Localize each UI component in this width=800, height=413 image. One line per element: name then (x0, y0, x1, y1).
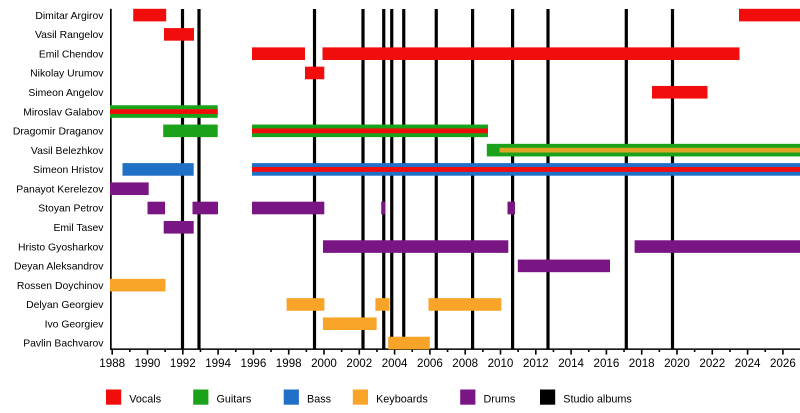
svg-text:2024: 2024 (735, 357, 761, 370)
svg-text:2016: 2016 (594, 357, 620, 370)
svg-text:Guitars: Guitars (217, 394, 252, 406)
svg-text:1994: 1994 (205, 357, 231, 370)
svg-text:2022: 2022 (699, 357, 725, 370)
svg-text:1996: 1996 (241, 357, 267, 370)
svg-text:Bass: Bass (307, 394, 332, 406)
svg-text:Pavlin Bachvarov: Pavlin Bachvarov (23, 339, 104, 350)
svg-text:2006: 2006 (417, 357, 443, 370)
svg-text:2012: 2012 (523, 357, 549, 370)
svg-text:Emil Tasev: Emil Tasev (53, 223, 104, 234)
svg-text:1998: 1998 (276, 357, 302, 370)
svg-text:Ivo Georgiev: Ivo Georgiev (45, 319, 105, 330)
svg-text:2004: 2004 (382, 357, 408, 370)
svg-text:2008: 2008 (452, 357, 478, 370)
svg-text:Vasil Belezhkov: Vasil Belezhkov (31, 146, 104, 157)
svg-text:2026: 2026 (770, 357, 796, 370)
svg-text:2014: 2014 (558, 357, 584, 370)
svg-text:Emil Chendov: Emil Chendov (39, 49, 104, 60)
svg-text:Miroslav Galabov: Miroslav Galabov (23, 107, 104, 118)
svg-text:Vocals: Vocals (129, 394, 161, 406)
svg-text:2000: 2000 (311, 357, 337, 370)
svg-text:Delyan Georgiev: Delyan Georgiev (26, 300, 104, 311)
svg-text:1992: 1992 (170, 357, 196, 370)
svg-text:2020: 2020 (664, 357, 690, 370)
svg-text:Studio albums: Studio albums (563, 394, 632, 406)
svg-text:Simeon Hristov: Simeon Hristov (33, 165, 104, 176)
svg-text:Keyboards: Keyboards (376, 394, 428, 406)
svg-text:2002: 2002 (346, 357, 372, 370)
svg-text:1990: 1990 (135, 357, 161, 370)
svg-text:2010: 2010 (488, 357, 514, 370)
svg-text:Dragomir Draganov: Dragomir Draganov (13, 127, 104, 138)
svg-text:Vasil Rangelov: Vasil Rangelov (35, 30, 104, 41)
svg-text:Deyan Aleksandrov: Deyan Aleksandrov (14, 262, 104, 273)
svg-text:Dimitar Argirov: Dimitar Argirov (35, 11, 104, 22)
svg-text:Simeon Angelov: Simeon Angelov (28, 88, 104, 99)
svg-text:Hristo Gyosharkov: Hristo Gyosharkov (18, 242, 104, 253)
svg-text:2018: 2018 (629, 357, 655, 370)
svg-text:Nikolay Urumov: Nikolay Urumov (30, 69, 104, 80)
svg-text:Panayot Kerelezov: Panayot Kerelezov (16, 184, 104, 195)
svg-text:Drums: Drums (484, 394, 516, 406)
svg-text:Rossen Doychinov: Rossen Doychinov (17, 281, 104, 292)
svg-text:Stoyan Petrov: Stoyan Petrov (38, 204, 104, 215)
svg-text:1988: 1988 (99, 357, 125, 370)
